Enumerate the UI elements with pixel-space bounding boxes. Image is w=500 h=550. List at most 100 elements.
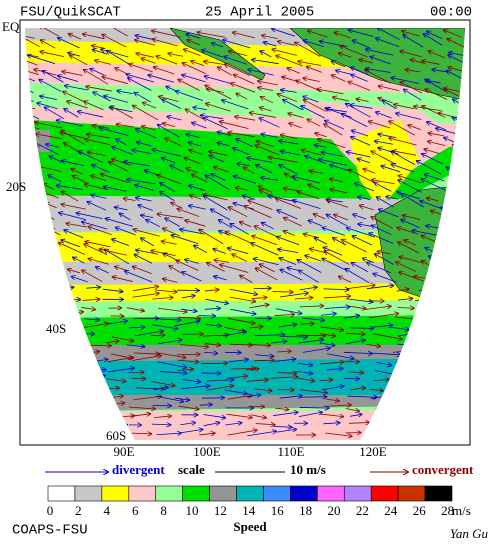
wind-arrow	[301, 317, 324, 320]
wind-arrow	[207, 263, 225, 272]
wind-arrow	[248, 69, 274, 76]
wind-arrow	[129, 414, 150, 417]
wind-arrow	[231, 83, 256, 93]
wind-arrow	[133, 105, 159, 121]
wind-arrow	[197, 32, 226, 38]
wind-arrow	[246, 380, 268, 382]
wind-arrow	[339, 53, 352, 58]
wind-arrow	[88, 259, 109, 265]
wind-arrow	[85, 139, 111, 146]
wind-arrow	[319, 159, 348, 166]
colorbar-cell	[370, 485, 399, 502]
wind-arrow	[276, 429, 296, 433]
wind-arrow	[298, 61, 322, 66]
wind-arrow	[471, 364, 486, 365]
wind-arrow	[356, 99, 369, 102]
wind-arrow	[129, 407, 155, 409]
wind-arrow	[424, 149, 440, 154]
wind-arrow	[236, 188, 249, 191]
wind-arrow	[66, 223, 87, 228]
wind-arrow	[223, 40, 251, 49]
wind-arrow	[109, 162, 129, 172]
wind-arrow	[334, 215, 349, 221]
wind-arrow	[279, 396, 302, 399]
wind-arrow	[48, 175, 62, 183]
wind-arrow	[472, 336, 485, 338]
wind-arrow	[304, 100, 327, 112]
wind-arrow	[205, 85, 232, 100]
wind-arrow	[323, 423, 339, 424]
wind-arrow	[325, 399, 339, 401]
wind-arrow	[194, 245, 208, 254]
colorbar-cell	[209, 485, 237, 502]
wind-arrow	[324, 247, 343, 256]
wind-arrow	[190, 195, 202, 200]
wind-arrow	[178, 80, 200, 91]
wind-arrow	[367, 262, 392, 274]
wind-arrow	[379, 209, 399, 218]
wind-arrow	[201, 398, 224, 399]
wind-arrow	[345, 269, 370, 284]
wind-arrow	[214, 167, 229, 173]
wind-arrow	[82, 323, 108, 329]
wind-arrow	[369, 121, 391, 129]
wind-arrow	[87, 134, 111, 139]
wind-arrow	[163, 228, 181, 237]
wind-arrow	[391, 151, 416, 166]
wind-arrow	[390, 326, 409, 330]
wind-arrow	[320, 413, 343, 417]
wind-arrow	[255, 226, 278, 238]
wind-arrow	[25, 34, 35, 39]
wind-arrow	[274, 314, 294, 315]
wind-arrow	[371, 217, 394, 229]
wind-arrow	[289, 123, 302, 129]
wind-arrow	[134, 93, 152, 103]
wind-arrow	[125, 271, 153, 283]
wind-arrow	[346, 298, 373, 302]
wind-arrow	[201, 363, 227, 364]
wind-arrow	[49, 156, 63, 163]
wind-arrow	[254, 389, 272, 391]
wind-arrow	[206, 386, 233, 391]
wind-arrow	[230, 224, 250, 235]
wind-arrow	[99, 128, 129, 136]
colorbar-label: 12	[214, 503, 227, 518]
wind-arrow	[229, 288, 257, 294]
wind-arrow	[67, 101, 88, 109]
wind-arrow	[76, 213, 103, 220]
wind-arrow	[42, 71, 64, 83]
wind-arrow	[82, 222, 108, 230]
wind-arrow	[374, 183, 392, 192]
wind-arrow	[138, 205, 153, 211]
wind-arrow	[243, 167, 255, 174]
wind-arrow	[281, 135, 298, 140]
wind-arrow	[372, 225, 392, 235]
wind-arrow	[72, 176, 88, 184]
wind-arrow	[279, 293, 308, 298]
wind-arrow	[335, 32, 351, 39]
wind-arrow	[62, 71, 83, 76]
wind-arrow	[264, 42, 277, 47]
wind-arrow	[299, 287, 317, 291]
wind-arrow	[132, 293, 159, 298]
wind-arrow	[209, 156, 225, 163]
wind-arrow	[182, 380, 201, 383]
wind-arrow	[371, 325, 393, 327]
wind-arrow	[88, 152, 106, 156]
wind-arrow	[366, 49, 394, 56]
wind-arrow	[112, 277, 133, 282]
wind-arrow	[302, 348, 330, 353]
wind-arrow	[351, 137, 371, 146]
wind-arrow	[87, 202, 107, 211]
wind-arrow	[258, 88, 274, 91]
wind-arrow	[174, 398, 189, 400]
wind-arrow	[308, 220, 323, 227]
wind-arrow	[178, 405, 198, 409]
wind-arrow	[276, 199, 301, 209]
divergent-label: divergent	[112, 462, 165, 477]
wind-arrow	[315, 133, 327, 138]
wind-arrow	[136, 53, 155, 58]
wind-arrow	[371, 151, 396, 165]
wind-arrow	[303, 78, 320, 82]
wind-arrow	[104, 187, 127, 192]
